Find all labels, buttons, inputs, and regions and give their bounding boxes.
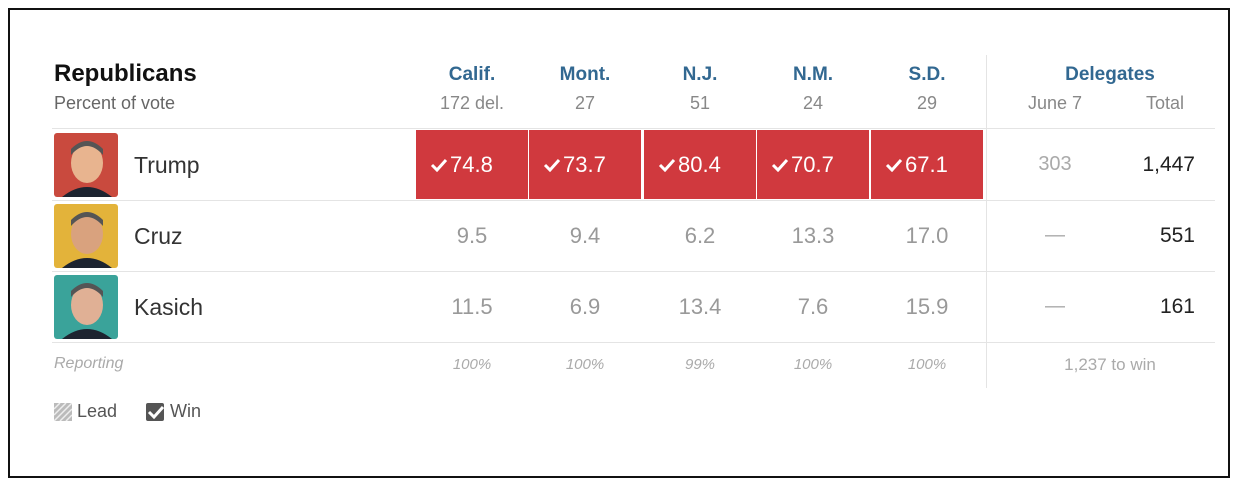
- reporting-value: 100%: [871, 356, 983, 373]
- state-name: Mont.: [525, 64, 645, 86]
- reporting-value: 100%: [757, 356, 869, 373]
- reporting-note: 1,237 to win: [1030, 355, 1190, 375]
- vote-percent: 7.6: [757, 294, 869, 320]
- row-divider: [52, 200, 1215, 201]
- lead-icon: [54, 403, 72, 421]
- subtitle: Percent of vote: [54, 93, 175, 114]
- state-name: N.M.: [753, 64, 873, 86]
- row-divider: [52, 271, 1215, 272]
- check-icon: [147, 405, 165, 419]
- check-icon: [658, 158, 676, 172]
- state-name: S.D.: [867, 64, 987, 86]
- vote-percent: 13.4: [644, 294, 756, 320]
- vote-percent: 70.7: [791, 152, 834, 178]
- win-check: [658, 158, 676, 177]
- delegates-col: June 7: [1015, 93, 1095, 114]
- check-icon: [430, 158, 448, 172]
- check-icon: [885, 158, 903, 172]
- win-check: [771, 158, 789, 177]
- legend-label: Lead: [77, 401, 117, 422]
- row-divider: [52, 128, 1215, 129]
- total-delegates: 551: [1115, 224, 1195, 248]
- column-divider: [986, 55, 987, 388]
- state-delegates: 27: [525, 93, 645, 114]
- june7-delegates: —: [1015, 295, 1095, 318]
- vote-percent: 13.3: [757, 223, 869, 249]
- win-check: [885, 158, 903, 177]
- candidate-name: Cruz: [134, 223, 183, 250]
- reporting-label: Reporting: [54, 355, 123, 373]
- state-delegates: 29: [867, 93, 987, 114]
- delegates-col: Total: [1125, 93, 1205, 114]
- row-divider: [52, 342, 1215, 343]
- photo-art: [54, 275, 118, 339]
- state-delegates: 24: [753, 93, 873, 114]
- vote-percent: 74.8: [450, 152, 493, 178]
- photo-art: [54, 133, 118, 197]
- win-check: [430, 158, 448, 177]
- legend-label: Win: [170, 401, 201, 422]
- check-icon: [771, 158, 789, 172]
- reporting-value: 100%: [529, 356, 641, 373]
- vote-percent: 15.9: [871, 294, 983, 320]
- check-icon: [543, 158, 561, 172]
- candidate-photo: [54, 204, 118, 268]
- photo-art: [54, 204, 118, 268]
- candidate-photo: [54, 275, 118, 339]
- vote-percent: 17.0: [871, 223, 983, 249]
- vote-percent: 9.4: [529, 223, 641, 249]
- hatch: [54, 403, 72, 421]
- vote-percent: 9.5: [416, 223, 528, 249]
- vote-percent: 80.4: [678, 152, 721, 178]
- vote-percent: 73.7: [563, 152, 606, 178]
- june7-delegates: —: [1015, 224, 1095, 247]
- total-delegates: 1,447: [1115, 153, 1195, 177]
- state-name: N.J.: [640, 64, 760, 86]
- vote-percent: 6.9: [529, 294, 641, 320]
- delegates-title: Delegates: [1030, 64, 1190, 86]
- page: Republicans Percent of vote Calif. 172 del.…: [0, 0, 1242, 465]
- candidate-name: Trump: [134, 152, 200, 179]
- title: Republicans: [54, 60, 197, 88]
- win-check: [543, 158, 561, 177]
- state-delegates: 51: [640, 93, 760, 114]
- vote-percent: 11.5: [416, 294, 528, 320]
- state-delegates: 172 del.: [412, 93, 532, 114]
- state-name: Calif.: [412, 64, 532, 86]
- june7-delegates: 303: [1015, 153, 1095, 176]
- vote-percent: 67.1: [905, 152, 948, 178]
- win-icon: [146, 403, 164, 421]
- candidate-name: Kasich: [134, 294, 203, 321]
- vote-percent: 6.2: [644, 223, 756, 249]
- candidate-photo: [54, 133, 118, 197]
- reporting-value: 99%: [644, 356, 756, 373]
- reporting-value: 100%: [416, 356, 528, 373]
- total-delegates: 161: [1115, 295, 1195, 319]
